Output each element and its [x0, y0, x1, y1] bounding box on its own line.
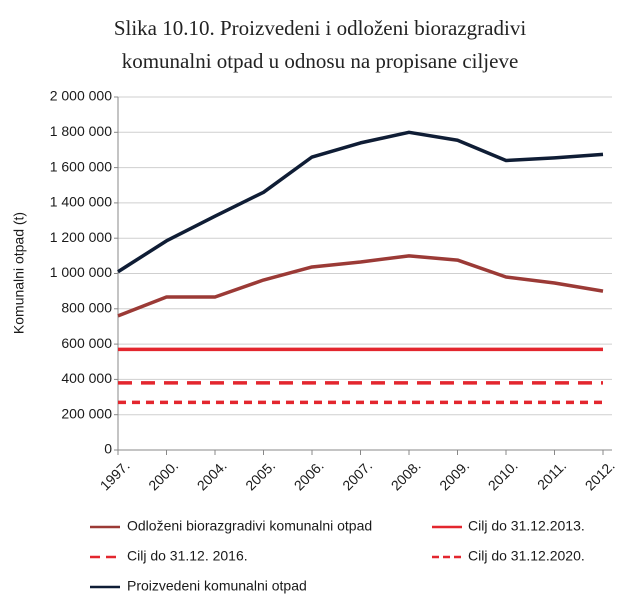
x-tick-label: 2012.: [582, 457, 618, 493]
y-tick-label: 1 200 000: [50, 229, 112, 245]
chart-title: komunalni otpad u odnosu na propisane ci…: [122, 49, 519, 73]
x-tick-label: 2000.: [145, 457, 181, 493]
y-tick-label: 1 600 000: [50, 158, 112, 174]
x-tick-label: 2011.: [534, 457, 569, 492]
x-tick-label: 2006.: [291, 457, 327, 493]
x-tick-label: 2005.: [242, 457, 278, 493]
x-tick-label: 1997.: [97, 457, 133, 493]
x-tick-label: 2004.: [194, 457, 230, 493]
y-tick-label: 1 800 000: [50, 123, 112, 139]
y-tick-label: 200 000: [61, 405, 112, 421]
legend-label: Odloženi biorazgradivi komunalni otpad: [127, 518, 372, 534]
x-tick-label: 2009.: [436, 457, 472, 493]
x-tick-label: 2007.: [339, 457, 375, 493]
legend-label: Cilj do 31.12.2013.: [468, 518, 585, 534]
y-axis-label: Komunalni otpad (t): [11, 212, 27, 334]
y-tick-label: 0: [104, 441, 112, 457]
series-line: [117, 254, 604, 318]
legend-label: Proizvedeni komunalni otpad: [127, 578, 307, 594]
y-tick-label: 2 000 000: [50, 88, 112, 104]
legend-label: Cilj do 31.12. 2016.: [127, 548, 248, 564]
y-tick-label: 800 000: [61, 300, 112, 316]
y-tick-label: 600 000: [61, 335, 112, 351]
x-tick-label: 2008.: [388, 457, 424, 493]
y-tick-label: 1 000 000: [50, 264, 112, 280]
chart-title: Slika 10.10. Proizvedeni i odloženi bior…: [114, 16, 526, 40]
legend-label: Cilj do 31.12.2020.: [468, 548, 585, 564]
y-tick-label: 1 400 000: [50, 194, 112, 210]
x-tick-label: 2010.: [485, 457, 521, 493]
y-tick-label: 400 000: [61, 370, 112, 386]
series-line: [117, 130, 604, 274]
